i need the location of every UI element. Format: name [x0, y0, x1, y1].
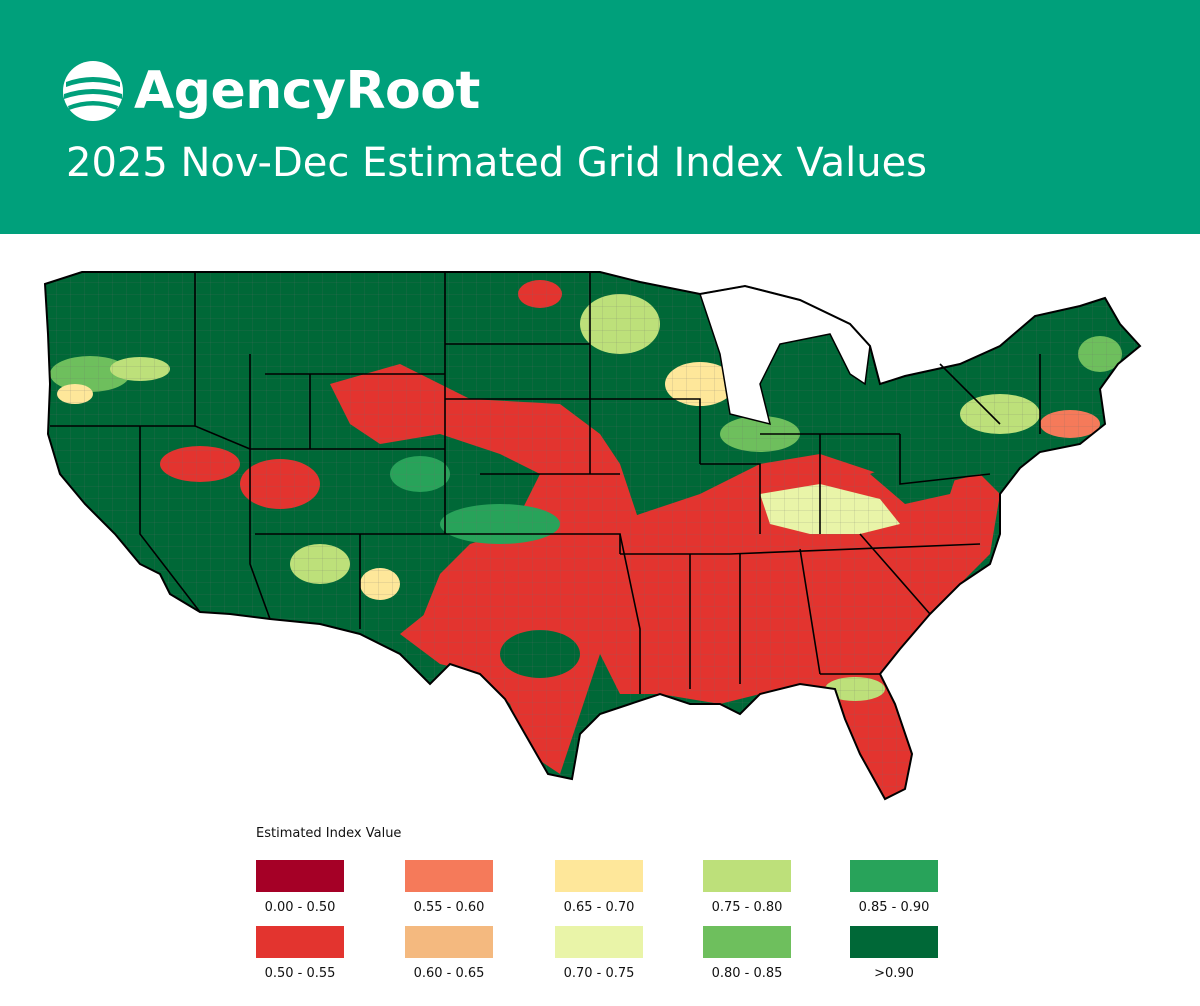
us-map-svg	[44, 271, 1141, 800]
state-borders	[50, 272, 1041, 694]
header-banner: AgencyRoot 2025 Nov-Dec Estimated Grid I…	[0, 0, 1200, 234]
legend-swatch	[703, 860, 791, 892]
legend-label: 0.85 - 0.90	[858, 900, 930, 915]
legend-swatch	[850, 926, 938, 958]
legend-swatch	[256, 926, 344, 958]
legend-label: 0.50 - 0.55	[264, 966, 336, 981]
legend-label: 0.70 - 0.75	[563, 966, 635, 981]
map-fill	[45, 272, 1140, 799]
legend-label: 0.55 - 0.60	[413, 900, 485, 915]
legend-label: 0.00 - 0.50	[264, 900, 336, 915]
page-title: 2025 Nov-Dec Estimated Grid Index Values	[66, 140, 928, 186]
legend-label: >0.90	[874, 966, 914, 981]
us-grid-index-map	[0, 234, 1200, 814]
legend-swatch	[256, 860, 344, 892]
legend-label: 0.80 - 0.85	[711, 966, 783, 981]
legend-swatch	[405, 860, 493, 892]
legend-label: 0.65 - 0.70	[563, 900, 635, 915]
legend-label: 0.75 - 0.80	[711, 900, 783, 915]
agencyroot-logo-icon	[63, 61, 123, 121]
legend-swatch	[703, 926, 791, 958]
legend-label: 0.60 - 0.65	[413, 966, 485, 981]
brand-logo: AgencyRoot	[62, 58, 480, 124]
legend-swatch	[555, 926, 643, 958]
brand-name: AgencyRoot	[134, 61, 480, 121]
legend-swatch	[850, 860, 938, 892]
legend-title: Estimated Index Value	[256, 826, 402, 841]
legend-swatch	[555, 860, 643, 892]
legend-swatch	[405, 926, 493, 958]
